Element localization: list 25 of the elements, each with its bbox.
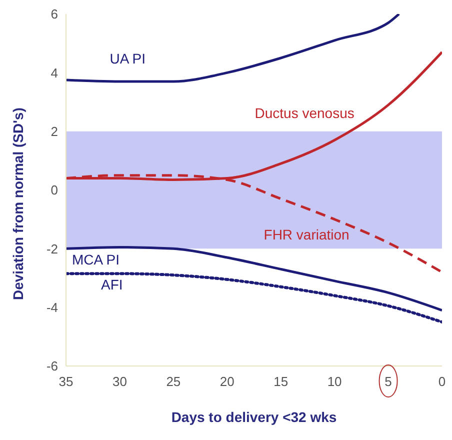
x-tick-label: 25 <box>166 374 181 389</box>
x-axis-title: Days to delivery <32 wks <box>171 409 337 425</box>
y-tick-label: -6 <box>46 358 58 374</box>
x-tick-label: 20 <box>220 374 234 389</box>
series-label: Ductus venosus <box>254 105 354 122</box>
line-series <box>66 14 400 83</box>
series-label: MCA PI <box>72 252 120 268</box>
line-series <box>66 246 442 312</box>
y-tick-label: 2 <box>50 124 58 139</box>
y-tick-label: 0 <box>50 182 58 198</box>
x-tick-label: 5 <box>384 374 392 389</box>
series-label: FHR variation <box>264 226 350 242</box>
series-label: AFI <box>101 276 123 293</box>
x-tick-label: 0 <box>438 374 446 389</box>
x-tick-label: 35 <box>58 374 74 389</box>
y-tick-label: -2 <box>46 241 58 256</box>
x-tick-label: 30 <box>112 374 127 389</box>
series-label: UA PI <box>110 50 146 66</box>
y-tick-label: 4 <box>50 65 58 80</box>
x-tick-label: 10 <box>327 374 342 389</box>
y-tick-label: -4 <box>46 300 58 315</box>
y-tick-label: 6 <box>50 6 58 22</box>
x-tick-label: 15 <box>274 374 288 389</box>
line-series <box>66 272 442 324</box>
y-axis-title: Deviation from normal (SD's) <box>10 108 26 300</box>
